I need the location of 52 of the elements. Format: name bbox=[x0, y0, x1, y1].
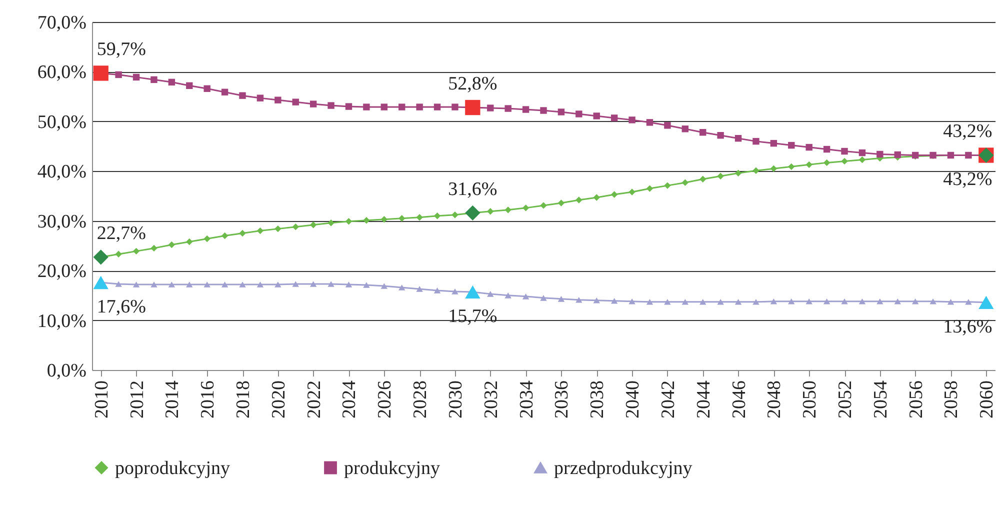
x-tick-label: 2022 bbox=[304, 380, 325, 418]
point bbox=[93, 250, 108, 265]
x-tick-label: 2052 bbox=[835, 380, 856, 418]
point bbox=[93, 66, 108, 81]
x-tick-label: 2048 bbox=[764, 380, 786, 418]
y-tick-label: 20,0% bbox=[37, 261, 87, 282]
x-tick-label: 2040 bbox=[622, 380, 644, 418]
point bbox=[465, 285, 480, 299]
x-tick-label: 2028 bbox=[410, 380, 432, 418]
x-tick-label: 2018 bbox=[233, 380, 254, 418]
legend-label: poprodukcyjny bbox=[115, 458, 231, 479]
y-tick-label: 10,0% bbox=[37, 310, 87, 332]
x-tick-label: 2042 bbox=[658, 380, 679, 418]
y-tick-label: 60,0% bbox=[37, 62, 87, 84]
x-tick-label: 2020 bbox=[268, 380, 290, 418]
data-label: 59,7% bbox=[96, 39, 146, 60]
y-tick-label: 30,0% bbox=[37, 211, 87, 232]
x-tick-label: 2044 bbox=[693, 380, 714, 418]
x-tick-label: 2030 bbox=[445, 380, 466, 418]
x-tick-label: 2038 bbox=[587, 380, 608, 418]
x-tick-label: 2058 bbox=[941, 380, 962, 418]
data-label: 17,6% bbox=[96, 296, 146, 318]
data-label: 13,6% bbox=[943, 316, 992, 338]
data-label: 22,7% bbox=[96, 223, 146, 244]
point bbox=[465, 205, 480, 220]
x-tick-label: 2032 bbox=[480, 380, 502, 418]
x-tick-label: 2056 bbox=[906, 380, 927, 418]
x-tick-label: 2012 bbox=[126, 380, 148, 418]
x-tick-label: 2046 bbox=[728, 380, 750, 418]
x-tick-label: 2014 bbox=[162, 380, 184, 418]
data-label: 52,8% bbox=[448, 74, 498, 95]
y-tick-label: 50,0% bbox=[37, 112, 87, 133]
x-tick-label: 2054 bbox=[870, 380, 892, 418]
point bbox=[465, 100, 480, 116]
data-label: 43,2% bbox=[943, 121, 992, 142]
point bbox=[93, 276, 108, 290]
legend-label: przedprodukcyjny bbox=[554, 458, 693, 479]
x-tick-label: 2010 bbox=[91, 380, 112, 418]
x-tick-label: 2034 bbox=[516, 380, 538, 418]
data-label: 31,6% bbox=[448, 178, 498, 200]
x-tick-label: 2036 bbox=[552, 380, 573, 418]
x-tick-label: 2060 bbox=[976, 380, 998, 418]
y-tick-label: 70,0% bbox=[37, 12, 87, 34]
x-tick-label: 2024 bbox=[339, 380, 360, 418]
y-tick-label: 40,0% bbox=[37, 162, 87, 183]
point bbox=[978, 296, 994, 309]
legend-label: produkcyjny bbox=[344, 458, 441, 479]
x-tick-label: 2026 bbox=[374, 380, 396, 418]
data-label: 43,2% bbox=[943, 169, 992, 190]
x-tick-label: 2016 bbox=[198, 380, 219, 418]
x-tick-label: 2050 bbox=[800, 380, 821, 418]
y-tick-label: 0,0% bbox=[46, 360, 87, 382]
